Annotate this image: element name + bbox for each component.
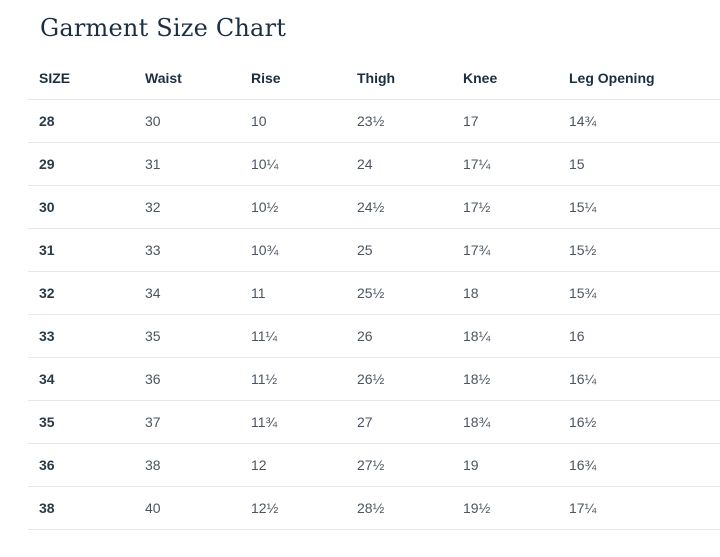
cell-knee: 19 [452,443,558,487]
cell-leg-opening: 16 [558,314,720,358]
cell-size: 36 [28,443,134,487]
table-row: 29 31 10¼ 24 17¼ 15 [28,142,720,186]
cell-knee: 19½ [452,486,558,530]
cell-thigh: 23½ [346,99,452,143]
cell-leg-opening: 15¼ [558,185,720,229]
cell-waist: 30 [134,99,240,143]
header-row: SIZE Waist Rise Thigh Knee Leg Opening [28,57,720,100]
cell-thigh: 25 [346,228,452,272]
cell-knee: 18¼ [452,314,558,358]
cell-leg-opening: 15 [558,142,720,186]
cell-waist: 32 [134,185,240,229]
cell-waist: 31 [134,142,240,186]
cell-rise: 10¼ [240,142,346,186]
cell-rise: 11 [240,271,346,315]
cell-knee: 17¾ [452,228,558,272]
cell-knee: 17 [452,99,558,143]
cell-knee: 18¾ [452,400,558,444]
cell-size: 31 [28,228,134,272]
cell-knee: 18 [452,271,558,315]
cell-waist: 38 [134,443,240,487]
page-title: Garment Size Chart [40,14,287,42]
cell-thigh: 27½ [346,443,452,487]
cell-waist: 35 [134,314,240,358]
table-row: 33 35 11¼ 26 18¼ 16 [28,314,720,358]
cell-leg-opening: 14¾ [558,99,720,143]
cell-thigh: 26½ [346,357,452,401]
cell-rise: 11¾ [240,400,346,444]
cell-thigh: 27 [346,400,452,444]
cell-thigh: 25½ [346,271,452,315]
cell-size: 30 [28,185,134,229]
table-row: 30 32 10½ 24½ 17½ 15¼ [28,185,720,229]
cell-size: 38 [28,486,134,530]
cell-rise: 11½ [240,357,346,401]
cell-leg-opening: 17¼ [558,486,720,530]
cell-rise: 11¼ [240,314,346,358]
cell-waist: 36 [134,357,240,401]
cell-rise: 10¾ [240,228,346,272]
table-row: 28 30 10 23½ 17 14¾ [28,99,720,143]
table-row: 38 40 12½ 28½ 19½ 17¼ [28,486,720,530]
cell-waist: 37 [134,400,240,444]
cell-size: 33 [28,314,134,358]
cell-leg-opening: 16¾ [558,443,720,487]
cell-size: 28 [28,99,134,143]
cell-size: 29 [28,142,134,186]
table-body: 28 30 10 23½ 17 14¾ 29 31 10¼ 24 17¼ 15 30 32 10½ 24½ 17… [28,99,720,530]
cell-leg-opening: 16¼ [558,357,720,401]
cell-thigh: 26 [346,314,452,358]
cell-waist: 34 [134,271,240,315]
table-row: 36 38 12 27½ 19 16¾ [28,443,720,487]
cell-thigh: 24½ [346,185,452,229]
table-row: 32 34 11 25½ 18 15¾ [28,271,720,315]
cell-size: 34 [28,357,134,401]
size-chart-table: SIZE Waist Rise Thigh Knee Leg Opening 2… [28,57,720,530]
header-rise: Rise [240,57,346,100]
header-leg-opening: Leg Opening [558,57,720,100]
cell-rise: 10½ [240,185,346,229]
cell-knee: 18½ [452,357,558,401]
cell-knee: 17½ [452,185,558,229]
header-size: SIZE [28,57,134,100]
cell-rise: 12½ [240,486,346,530]
cell-rise: 10 [240,99,346,143]
cell-waist: 40 [134,486,240,530]
table-row: 34 36 11½ 26½ 18½ 16¼ [28,357,720,401]
cell-thigh: 24 [346,142,452,186]
header-knee: Knee [452,57,558,100]
cell-leg-opening: 15½ [558,228,720,272]
table-row: 35 37 11¾ 27 18¾ 16½ [28,400,720,444]
cell-size: 32 [28,271,134,315]
cell-knee: 17¼ [452,142,558,186]
cell-leg-opening: 15¾ [558,271,720,315]
header-thigh: Thigh [346,57,452,100]
cell-waist: 33 [134,228,240,272]
cell-rise: 12 [240,443,346,487]
table-row: 31 33 10¾ 25 17¾ 15½ [28,228,720,272]
header-waist: Waist [134,57,240,100]
cell-size: 35 [28,400,134,444]
cell-thigh: 28½ [346,486,452,530]
cell-leg-opening: 16½ [558,400,720,444]
table-header: SIZE Waist Rise Thigh Knee Leg Opening [28,57,720,100]
